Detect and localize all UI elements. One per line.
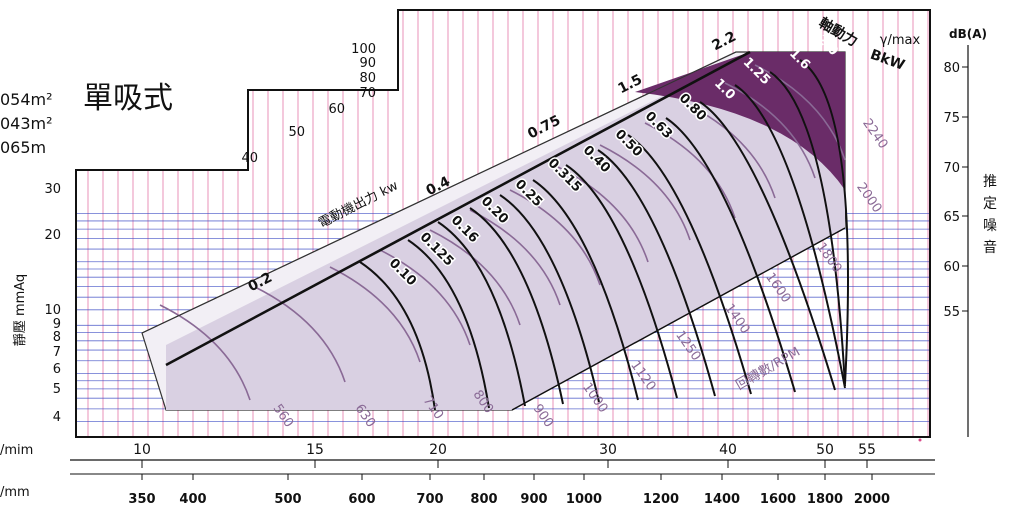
y-tick-label: 8 — [53, 330, 61, 345]
y-right-tick-label: 70 — [943, 161, 960, 176]
rpm-curve-label: 1800 — [813, 240, 844, 276]
bkw-curve — [627, 134, 752, 395]
gamma-label: γ/max — [880, 33, 921, 48]
bkw-curve — [469, 207, 564, 405]
bkw-curve — [799, 59, 849, 385]
plot-frame — [75, 9, 931, 438]
x-bottom-tick-label: 1000 — [566, 492, 602, 507]
bkw-curve — [734, 84, 846, 389]
bkw-curve — [359, 261, 436, 411]
y-tick-label: 5 — [53, 382, 61, 397]
bkw-curve — [532, 179, 639, 401]
bkw-curve — [565, 164, 678, 399]
y-right-label-char: 定 — [983, 196, 997, 212]
rpm-curve — [469, 209, 561, 306]
y-tick-label: 40 — [241, 151, 258, 166]
max-flow-line — [165, 50, 751, 367]
bkw-curve — [597, 149, 716, 397]
bkw-curve — [499, 194, 600, 403]
y-right-label-char: 噪 — [983, 218, 997, 234]
rpm-curve-label: 2240 — [859, 116, 890, 152]
y-right-tick-label: 65 — [943, 210, 960, 225]
rpm-curve — [557, 166, 649, 263]
bkw-curve — [407, 239, 490, 409]
x-bottom-tick-label: 900 — [520, 492, 547, 507]
y-tick-label: 100 — [351, 42, 376, 57]
x-axis-top-label: /mim — [0, 443, 33, 458]
x-bottom-tick-label: 1600 — [760, 492, 796, 507]
rpm-curve — [329, 266, 421, 363]
x-top-tick-label: 15 — [306, 442, 324, 458]
chart-title: 單吸式 — [83, 81, 173, 116]
rpm-curve — [684, 102, 776, 199]
y-tick-label: 30 — [44, 182, 61, 197]
x-bottom-tick-label: 600 — [348, 492, 375, 507]
x-top-tick-label: 40 — [719, 442, 737, 458]
x-top-tick-label: 20 — [429, 442, 447, 458]
x-axis-bottom-label: /mm — [0, 485, 30, 500]
spec-value: 043m² — [0, 114, 53, 133]
y-tick-label: 4 — [53, 410, 61, 425]
bkw-curve — [665, 117, 796, 393]
y-right-tick-label: 75 — [943, 111, 960, 126]
y-tick-label: 70 — [359, 86, 376, 101]
x-bottom-tick-label: 1800 — [807, 492, 843, 507]
y-right-label-char: 音 — [983, 239, 997, 256]
y-axis-label: 靜壓 mmAq — [13, 274, 28, 346]
rpm-curve — [724, 82, 816, 179]
chart-frame — [70, 9, 969, 480]
x-bottom-tick-label: 400 — [179, 492, 206, 507]
y-tick-label: 10 — [44, 303, 61, 318]
x-bottom-tick-label: 1400 — [704, 492, 740, 507]
rpm-curve-label: 1250 — [672, 328, 703, 364]
y-tick-label: 50 — [288, 125, 305, 140]
y-tick-label: 20 — [44, 228, 61, 243]
curves — [141, 50, 849, 411]
x-top-tick-label: 55 — [858, 442, 876, 458]
y-tick-label: 9 — [53, 317, 61, 332]
bkw-curve — [437, 221, 526, 407]
y-tick-label: 90 — [359, 56, 376, 71]
rpm-curve — [599, 144, 691, 241]
y-right-label-char: 推 — [983, 174, 997, 190]
x-top-tick-label: 50 — [816, 442, 834, 458]
y-tick-label: 6 — [53, 362, 61, 377]
rpm-curve-label: 900 — [530, 402, 557, 431]
y-right-unit: dB(A) — [949, 27, 987, 41]
spec-value: 065m — [0, 138, 46, 157]
motor-output-tick: 2.2 — [709, 29, 738, 55]
spec-value: 054m² — [0, 90, 53, 109]
y-right-tick-label: 80 — [943, 61, 960, 76]
x-bottom-tick-label: 500 — [274, 492, 301, 507]
y-right-tick-label: 60 — [943, 260, 960, 275]
y-right-tick-label: 55 — [943, 305, 960, 320]
rpm-curve — [644, 122, 736, 219]
motor-output-tick: 1.5 — [615, 72, 644, 98]
rpm-curve-label: 2000 — [853, 180, 884, 216]
x-bottom-tick-label: 350 — [128, 492, 155, 507]
x-top-tick-label: 30 — [599, 442, 617, 458]
y-tick-label: 60 — [328, 102, 345, 117]
shaft-power-unit: BkW — [868, 47, 907, 74]
bkw-curve — [769, 71, 846, 387]
rpm-curve — [429, 229, 521, 326]
rpm-curve — [509, 189, 601, 286]
rpm-curve — [254, 286, 346, 383]
rpm-curve — [159, 304, 251, 401]
bkw-curve — [699, 101, 836, 391]
y-tick-label: 7 — [53, 345, 61, 360]
x-top-tick-label: 10 — [133, 442, 151, 458]
rpm-curve — [379, 249, 471, 346]
x-bottom-tick-label: 1200 — [643, 492, 679, 507]
y-tick-label: 80 — [359, 71, 376, 86]
x-bottom-tick-label: 2000 — [854, 492, 890, 507]
rpm-axis-line — [511, 227, 846, 411]
x-bottom-tick-label: 800 — [470, 492, 497, 507]
rpm-curve-label: 1600 — [762, 270, 793, 306]
motor-output-line — [141, 51, 737, 334]
marker-dot — [918, 438, 922, 442]
x-bottom-tick-label: 700 — [416, 492, 443, 507]
